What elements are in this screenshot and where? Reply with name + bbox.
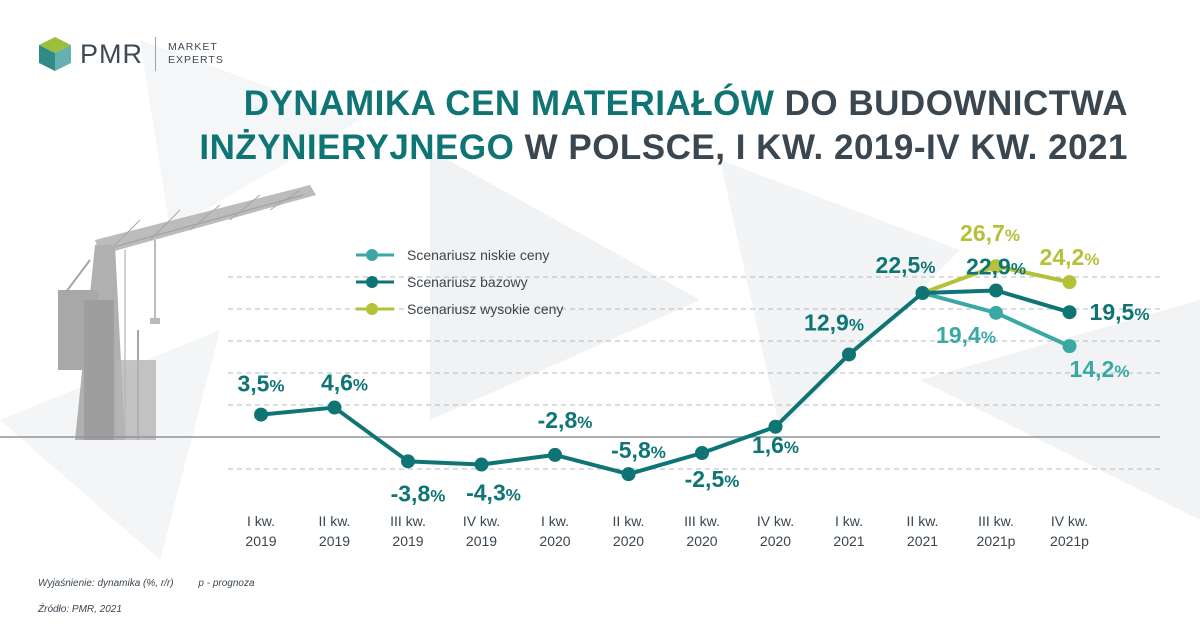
x-tick-label: III kw. 2021p bbox=[977, 513, 1016, 549]
data-label: -2,5% bbox=[685, 466, 740, 492]
x-tick-label: I kw. 2021 bbox=[833, 513, 864, 549]
data-point bbox=[915, 286, 930, 300]
series-line bbox=[260, 288, 1071, 477]
x-tick-label: II kw. 2020 bbox=[613, 513, 645, 549]
tagline-line-2: EXPERTS bbox=[168, 54, 224, 66]
series-points bbox=[254, 259, 1077, 482]
data-label: 19,4% bbox=[936, 322, 996, 348]
crane-illustration bbox=[58, 185, 316, 440]
title-line-2-rest: W POLSCE, I KW. 2019-IV KW. 2021 bbox=[524, 128, 1128, 167]
legend-label: Scenariusz bazowy bbox=[407, 274, 528, 290]
brand-tagline: MARKET EXPERTS bbox=[168, 41, 224, 67]
data-label: 12,9% bbox=[804, 309, 864, 335]
data-point bbox=[842, 347, 856, 362]
pmr-cube-icon bbox=[39, 37, 71, 71]
data-labels: 3,5% 4,6% -3,8% -4,3% -2,8% -5,8% -2,5% 1,6% 12,… bbox=[237, 220, 1149, 506]
x-tick-label: IV kw. 2020 bbox=[757, 513, 794, 549]
data-point bbox=[695, 446, 709, 460]
data-label: 22,5% bbox=[876, 252, 936, 278]
legend: Scenariusz niskie ceny Scenariusz bazowy S… bbox=[356, 247, 563, 317]
title-line-1-rest: DO BUDOWNICTWA bbox=[784, 84, 1128, 123]
data-point bbox=[474, 457, 489, 472]
data-point bbox=[401, 454, 415, 469]
data-label: -3,8% bbox=[391, 480, 446, 506]
legend-label: Scenariusz niskie ceny bbox=[407, 247, 549, 263]
x-tick-label: III kw. 2020 bbox=[684, 513, 720, 549]
data-label: 1,6% bbox=[752, 432, 799, 458]
title-line-1: DYNAMIKA CEN MATERIAŁÓW DO BUDOWNICTWA bbox=[199, 82, 1128, 126]
data-point bbox=[989, 305, 1003, 320]
data-label: 24,2% bbox=[1040, 244, 1100, 270]
data-label: -5,8% bbox=[611, 437, 666, 463]
x-axis-tick-labels: I kw. 2019 II kw. 2019 III kw. 2019 IV kw. 2019… bbox=[245, 513, 1089, 549]
chart-title: DYNAMIKA CEN MATERIAŁÓW DO BUDOWNICTWA I… bbox=[199, 82, 1128, 170]
data-point bbox=[327, 400, 342, 415]
tagline-line-1: MARKET bbox=[168, 41, 218, 53]
data-point bbox=[1062, 275, 1077, 290]
data-label: 22,9% bbox=[966, 253, 1026, 279]
x-tick-label: IV kw. 2021p bbox=[1050, 513, 1089, 549]
data-label: 19,5% bbox=[1090, 299, 1150, 325]
legend-swatch-dot bbox=[366, 303, 378, 315]
x-tick-label: II kw. 2021 bbox=[907, 513, 939, 549]
x-tick-label: IV kw. 2019 bbox=[463, 513, 500, 549]
footnote-forecast: p - prognoza bbox=[198, 578, 255, 589]
data-point bbox=[621, 467, 636, 482]
legend-label: Scenariusz wysokie ceny bbox=[407, 301, 563, 317]
legend-swatch-dot bbox=[366, 276, 378, 288]
data-point bbox=[768, 419, 783, 434]
data-label: -2,8% bbox=[538, 407, 593, 433]
pmr-logo: PMR MARKET EXPERTS bbox=[38, 36, 224, 72]
title-line-2: INŻYNIERYJNEGO W POLSCE, I KW. 2019-IV K… bbox=[199, 126, 1128, 170]
data-label: 4,6% bbox=[321, 370, 368, 396]
logo-divider bbox=[155, 37, 156, 71]
title-line-2-highlight: INŻYNIERYJNEGO bbox=[199, 128, 515, 167]
x-tick-label: I kw. 2020 bbox=[539, 513, 570, 549]
brand-name: PMR bbox=[80, 38, 143, 69]
data-point bbox=[254, 407, 268, 422]
x-tick-label: I kw. 2019 bbox=[245, 513, 276, 549]
data-label: 14,2% bbox=[1070, 356, 1130, 382]
legend-swatch-dot bbox=[366, 249, 378, 261]
footnote-explanation: Wyjaśnienie: dynamika (%, r/r) bbox=[38, 578, 174, 589]
title-line-1-highlight: DYNAMIKA CEN MATERIAŁÓW bbox=[243, 84, 775, 123]
data-point bbox=[989, 283, 1003, 298]
x-tick-label: III kw. 2019 bbox=[390, 513, 426, 549]
data-label: -4,3% bbox=[466, 480, 521, 506]
footnote-source: Źródło: PMR, 2021 bbox=[38, 604, 122, 615]
data-label: 26,7% bbox=[960, 220, 1020, 246]
data-point bbox=[548, 447, 562, 462]
data-point bbox=[1062, 339, 1077, 354]
background-shapes bbox=[0, 40, 1200, 560]
data-label: 3,5% bbox=[237, 371, 284, 397]
data-point bbox=[1062, 305, 1077, 320]
data-point bbox=[989, 259, 1003, 274]
x-tick-label: II kw. 2019 bbox=[319, 513, 351, 549]
footnote-explanation-row: Wyjaśnienie: dynamika (%, r/r) p - progn… bbox=[38, 578, 255, 589]
